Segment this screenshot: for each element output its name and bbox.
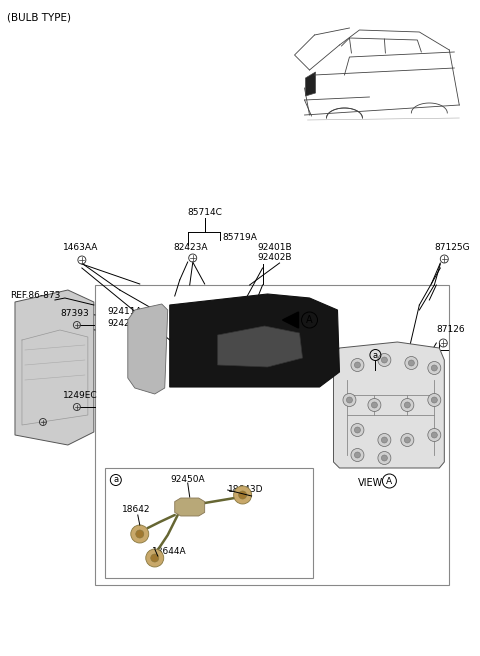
Bar [105,468,312,578]
Circle shape [372,402,377,408]
Text: 92401B: 92401B [258,243,292,253]
Circle shape [401,434,414,447]
Circle shape [432,432,437,438]
Circle shape [354,362,360,368]
Text: 82423A: 82423A [174,243,208,253]
Circle shape [401,398,414,411]
Circle shape [408,360,414,366]
Text: 92402B: 92402B [258,253,292,262]
Text: A: A [386,476,393,485]
Circle shape [428,428,441,441]
Circle shape [378,434,391,447]
Text: 1463AA: 1463AA [63,243,98,253]
Text: (BULB TYPE): (BULB TYPE) [7,12,71,22]
Polygon shape [170,294,339,387]
Text: 18642: 18642 [122,506,150,514]
Circle shape [382,455,387,461]
Text: 87125G: 87125G [434,243,470,251]
Text: 1249EC: 1249EC [63,390,97,400]
Circle shape [382,437,387,443]
Text: 87126: 87126 [436,325,465,335]
Circle shape [234,486,252,504]
Polygon shape [128,304,168,394]
Circle shape [347,397,352,403]
Circle shape [404,402,410,408]
Text: 85714C: 85714C [187,208,222,217]
Text: 92450A: 92450A [170,474,205,483]
Circle shape [428,394,441,407]
Circle shape [432,365,437,371]
Text: 85719A: 85719A [223,234,258,243]
Circle shape [378,451,391,464]
Polygon shape [175,498,204,516]
Text: VIEW: VIEW [358,478,383,488]
Circle shape [351,449,364,462]
Circle shape [239,491,247,499]
Circle shape [368,398,381,411]
Text: 18643D: 18643D [228,485,263,495]
Text: 18644A: 18644A [152,548,186,556]
Polygon shape [15,290,94,445]
Circle shape [405,356,418,369]
Text: a: a [373,350,378,359]
Text: A: A [306,315,313,325]
Bar [95,285,449,585]
Text: 92421D: 92421D [108,319,143,327]
Text: 87393: 87393 [60,308,89,318]
Circle shape [432,397,437,403]
Polygon shape [283,312,299,328]
Circle shape [354,427,360,433]
Circle shape [351,424,364,436]
Circle shape [146,549,164,567]
Polygon shape [334,342,444,468]
Circle shape [351,358,364,371]
Text: a: a [113,476,119,485]
Circle shape [343,394,356,407]
Text: REF.86-873: REF.86-873 [10,291,60,300]
Circle shape [131,525,149,543]
Circle shape [151,554,159,562]
Circle shape [404,437,410,443]
Text: 92411A: 92411A [108,308,143,316]
Circle shape [382,357,387,363]
Polygon shape [306,72,315,96]
Circle shape [354,452,360,458]
Polygon shape [217,326,302,367]
Circle shape [378,354,391,367]
Circle shape [136,530,144,538]
Circle shape [428,361,441,375]
